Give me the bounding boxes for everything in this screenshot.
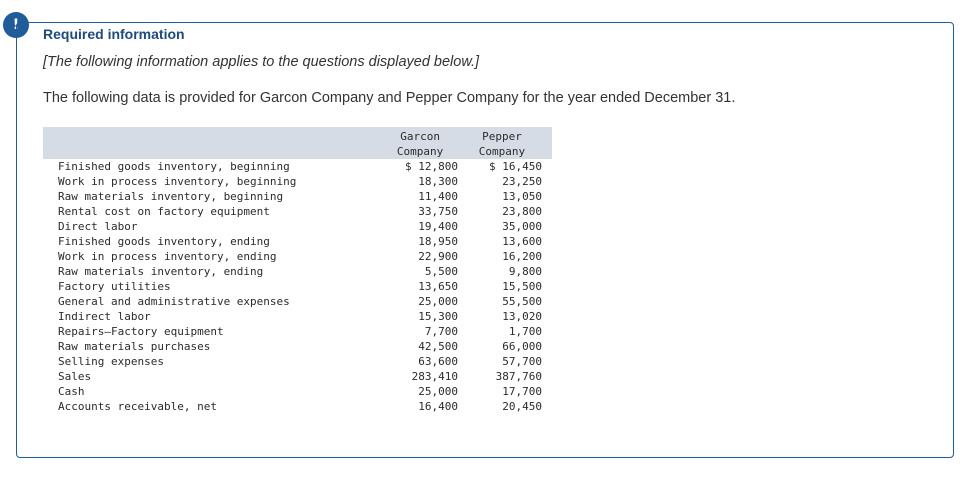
pepper-value: 23,800 [502, 205, 542, 218]
garcon-value: 5,500 [424, 265, 458, 278]
row-label: Work in process inventory, beginning [58, 175, 297, 188]
garcon-value: 63,600 [418, 355, 458, 368]
row-label: Work in process inventory, ending [58, 250, 277, 263]
pepper-value: 20,450 [502, 400, 542, 413]
garcon-value: 7,700 [424, 325, 458, 338]
garcon-value: 33,750 [418, 205, 458, 218]
pepper-value: 15,500 [502, 280, 542, 293]
pepper-value: 35,000 [502, 220, 542, 233]
company-data-table: Garcon Company Pepper Company Finished g… [43, 127, 552, 414]
garcon-value: 19,400 [418, 220, 458, 233]
table-row: Finished goods inventory, ending 18,950 13… [43, 234, 552, 249]
table-row: Raw materials inventory, ending 5,500 9,80… [43, 264, 552, 279]
garcon-value: 16,400 [418, 400, 458, 413]
garcon-column-header: Garcon Company [382, 127, 462, 159]
row-label: Accounts receivable, net [58, 400, 217, 413]
pepper-value: 23,250 [502, 175, 542, 188]
table-row: General and administrative expenses 25,00… [43, 294, 552, 309]
pepper-value: 13,050 [502, 190, 542, 203]
row-label: Indirect labor [58, 310, 151, 323]
pepper-value: 57,700 [502, 355, 542, 368]
garcon-header-line1: Garcon [400, 130, 440, 143]
table-row: Indirect labor 15,300 13,020 [43, 309, 552, 324]
row-label: Rental cost on factory equipment [58, 205, 270, 218]
table-row: Selling expenses 63,600 57,700 [43, 354, 552, 369]
pepper-value: 9,800 [508, 265, 542, 278]
table-row: Work in process inventory, ending 22,900 1… [43, 249, 552, 264]
label-column-header [43, 127, 382, 159]
row-label: Repairs—Factory equipment [58, 325, 224, 338]
row-label: Raw materials purchases [58, 340, 211, 353]
table-row: Repairs—Factory equipment 7,700 1,700 [43, 324, 552, 339]
row-label: General and administrative expenses [58, 295, 290, 308]
pepper-value: 66,000 [502, 340, 542, 353]
garcon-value: 11,400 [418, 190, 458, 203]
table-row: Finished goods inventory, beginning $ 12,… [43, 159, 552, 174]
garcon-value: 18,300 [418, 175, 458, 188]
garcon-value: 283,410 [411, 370, 458, 383]
row-label: Raw materials inventory, ending [58, 265, 264, 278]
applies-note: [The following information applies to th… [43, 54, 480, 70]
pepper-value: 13,020 [502, 310, 542, 323]
garcon-value: 13,650 [418, 280, 458, 293]
row-label: Sales [58, 370, 92, 383]
table-row: Work in process inventory, beginning 18,3… [43, 174, 552, 189]
table-header-row: Garcon Company Pepper Company [43, 127, 552, 159]
table-row: Sales 283,410 387,760 [43, 369, 552, 384]
table-row: Raw materials inventory, beginning 11,400… [43, 189, 552, 204]
pepper-column-header: Pepper Company [462, 127, 552, 159]
row-label: Raw materials inventory, beginning [58, 190, 284, 203]
garcon-value: 25,000 [418, 385, 458, 398]
table-body: Finished goods inventory, beginning $ 12,… [43, 159, 552, 414]
garcon-value: 25,000 [418, 295, 458, 308]
pepper-value: $ 16,450 [489, 160, 542, 173]
table-row: Rental cost on factory equipment 33,750 23… [43, 204, 552, 219]
pepper-header-line2: Company [478, 145, 526, 158]
intro-text: The following data is provided for Garco… [43, 90, 736, 106]
garcon-value: 22,900 [418, 250, 458, 263]
table-row: Accounts receivable, net 16,400 20,450 [43, 399, 552, 414]
pepper-value: 387,760 [495, 370, 542, 383]
garcon-value: 15,300 [418, 310, 458, 323]
table-row: Raw materials purchases 42,500 66,000 [43, 339, 552, 354]
garcon-value: 42,500 [418, 340, 458, 353]
garcon-value: 18,950 [418, 235, 458, 248]
pepper-value: 13,600 [502, 235, 542, 248]
pepper-header-line1: Pepper [482, 130, 522, 143]
table-row: Factory utilities 13,650 15,500 [43, 279, 552, 294]
pepper-value: 16,200 [502, 250, 542, 263]
row-label: Selling expenses [58, 355, 164, 368]
pepper-value: 55,500 [502, 295, 542, 308]
garcon-value: $ 12,800 [404, 160, 458, 173]
pepper-value: 1,700 [508, 325, 542, 338]
table-row: Cash 25,000 17,700 [43, 384, 552, 399]
row-label: Cash [58, 385, 85, 398]
row-label: Finished goods inventory, beginning [58, 160, 290, 173]
row-label: Factory utilities [58, 280, 171, 293]
row-label: Direct labor [58, 220, 138, 233]
required-information-panel [16, 22, 954, 458]
section-heading: Required information [43, 26, 185, 42]
table-row: Direct labor 19,400 35,000 [43, 219, 552, 234]
pepper-value: 17,700 [502, 385, 542, 398]
garcon-header-line2: Company [396, 145, 444, 158]
row-label: Finished goods inventory, ending [58, 235, 270, 248]
